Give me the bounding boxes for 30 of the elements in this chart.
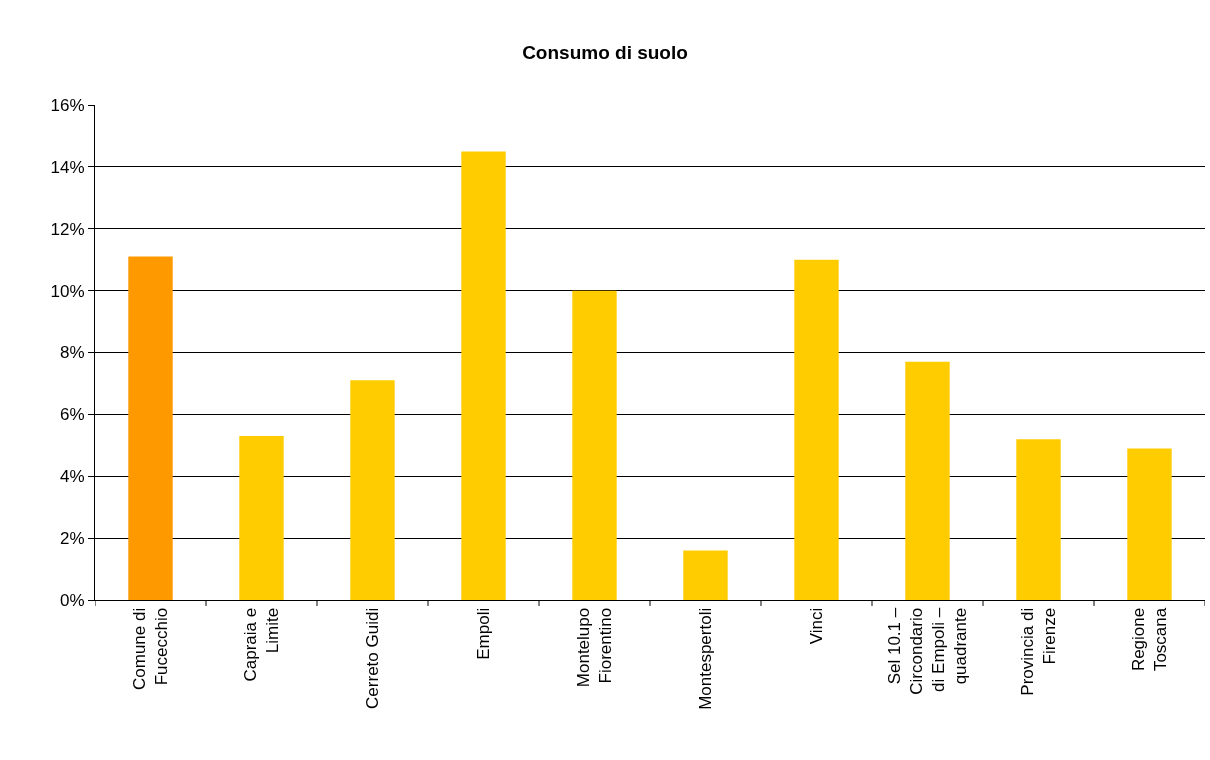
x-tick-label: Empoli: [474, 607, 494, 660]
x-tick-label: Capraia e Limite: [240, 607, 283, 682]
x-tick-label: Montespertoli: [696, 607, 716, 710]
x-tick-label: Regione Toscana: [1128, 607, 1171, 672]
bar: [350, 380, 395, 600]
y-tick-label: 2%: [60, 529, 85, 549]
x-tick-label: Provincia di Firenze: [1017, 607, 1060, 696]
bar: [1127, 448, 1172, 600]
y-tick-label: 4%: [60, 467, 85, 487]
chart-title: Consumo di suolo: [522, 41, 688, 63]
x-tick-label: Cerreto Guidi: [363, 607, 383, 709]
bar: [905, 361, 950, 600]
x-tick-label: Comune di Fucecchio: [129, 607, 172, 691]
bar: [794, 259, 839, 600]
bar: [1016, 439, 1061, 600]
x-tick-label: Montelupo Fiorentino: [573, 607, 616, 688]
y-tick-label: 10%: [50, 281, 85, 301]
y-tick-label: 8%: [60, 343, 85, 363]
x-tick-label: Vinci: [807, 607, 827, 645]
bar: [683, 550, 728, 600]
x-tick-label: Sel 10.1 – Circondario di Empoli – quadrante: [884, 607, 971, 695]
y-tick-label: 6%: [60, 405, 85, 425]
bar: [128, 256, 173, 600]
y-tick-label: 14%: [50, 157, 85, 177]
bar: [239, 436, 284, 600]
y-tick-label: 0%: [60, 590, 85, 610]
bar: [461, 151, 506, 600]
bar: [572, 290, 617, 600]
y-tick-label: 16%: [50, 95, 85, 115]
y-tick-label: 12%: [50, 219, 85, 239]
